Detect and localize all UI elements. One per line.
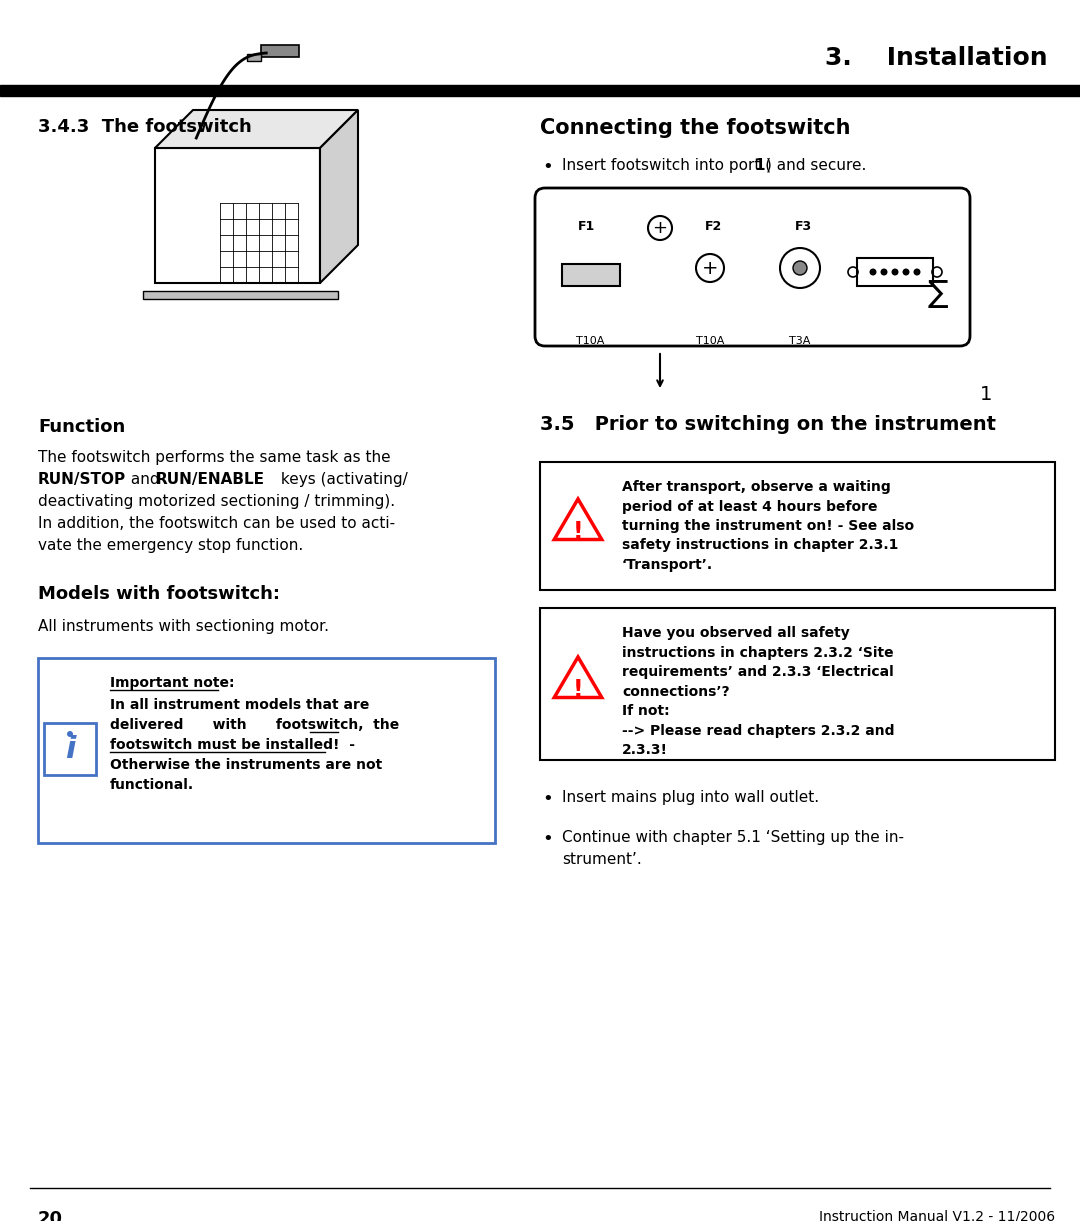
Text: Connecting the footswitch: Connecting the footswitch [540,118,851,138]
Polygon shape [143,291,338,299]
Text: functional.: functional. [110,778,194,792]
Text: 20: 20 [38,1210,63,1221]
Text: T10A: T10A [576,336,604,346]
Text: F1: F1 [578,220,595,233]
Text: !: ! [572,520,583,545]
Text: Instruction Manual V1.2 - 11/2006: Instruction Manual V1.2 - 11/2006 [819,1210,1055,1221]
Text: +: + [702,259,718,277]
FancyBboxPatch shape [535,188,970,346]
Text: Continue with chapter 5.1 ‘Setting up the in-: Continue with chapter 5.1 ‘Setting up th… [562,830,904,845]
Circle shape [891,269,899,276]
FancyBboxPatch shape [540,462,1055,590]
Circle shape [869,269,877,276]
Text: !: ! [572,678,583,702]
Text: All instruments with sectioning motor.: All instruments with sectioning motor. [38,619,329,634]
Text: ) and secure.: ) and secure. [766,158,866,173]
Circle shape [903,269,909,276]
Text: The footswitch performs the same task as the: The footswitch performs the same task as… [38,451,391,465]
Circle shape [67,731,73,737]
Bar [0,88,1080,96]
Text: In all instrument models that are: In all instrument models that are [110,698,369,712]
Text: 3.    Installation: 3. Installation [825,46,1048,70]
Text: 1: 1 [980,385,993,403]
Text: •: • [542,158,553,176]
FancyBboxPatch shape [261,45,299,57]
Text: T3A: T3A [789,336,811,346]
Circle shape [914,269,920,276]
Text: Function: Function [38,418,125,436]
Text: In addition, the footswitch can be used to acti-: In addition, the footswitch can be used … [38,516,395,531]
Text: vate the emergency stop function.: vate the emergency stop function. [38,538,303,553]
Text: ∑: ∑ [928,278,948,308]
Text: F3: F3 [795,220,812,233]
Text: 3.5   Prior to switching on the instrument: 3.5 Prior to switching on the instrument [540,415,996,433]
Text: Have you observed all safety
instructions in chapters 2.3.2 ‘Site
requirements’ : Have you observed all safety instruction… [622,626,894,757]
Text: RUN/ENABLE: RUN/ENABLE [156,473,265,487]
Text: After transport, observe a waiting
period of at least 4 hours before
turning the: After transport, observe a waiting perio… [622,480,914,571]
FancyBboxPatch shape [540,608,1055,759]
Polygon shape [554,499,602,540]
Text: •: • [542,830,553,849]
Polygon shape [156,110,357,148]
Polygon shape [320,110,357,283]
Text: Important note:: Important note: [110,676,234,690]
Text: keys (activating/: keys (activating/ [276,473,408,487]
Polygon shape [554,657,602,697]
Text: footswitch must be installed!  -: footswitch must be installed! - [110,737,355,752]
Text: delivered      with      footswitch,  the: delivered with footswitch, the [110,718,400,733]
FancyBboxPatch shape [247,54,261,61]
Text: •: • [542,790,553,808]
Bar [0,85,1080,88]
FancyBboxPatch shape [44,723,96,775]
Text: Insert footswitch into port (: Insert footswitch into port ( [562,158,771,173]
FancyBboxPatch shape [38,658,495,842]
Text: 3.4.3  The footswitch: 3.4.3 The footswitch [38,118,252,136]
Text: 1: 1 [754,158,765,173]
Text: +: + [652,219,667,237]
Text: and: and [126,473,164,487]
Circle shape [793,261,807,275]
Text: F2: F2 [705,220,723,233]
Circle shape [880,269,888,276]
Text: strument’.: strument’. [562,852,642,867]
Text: Insert mains plug into wall outlet.: Insert mains plug into wall outlet. [562,790,819,805]
Text: Models with footswitch:: Models with footswitch: [38,585,280,603]
Bar [562,264,620,286]
Text: RUN/STOP: RUN/STOP [38,473,126,487]
Bar [858,258,933,286]
Text: i: i [65,735,76,763]
Text: Otherwise the instruments are not: Otherwise the instruments are not [110,758,382,772]
Text: deactivating motorized sectioning / trimming).: deactivating motorized sectioning / trim… [38,495,395,509]
Text: T10A: T10A [696,336,725,346]
